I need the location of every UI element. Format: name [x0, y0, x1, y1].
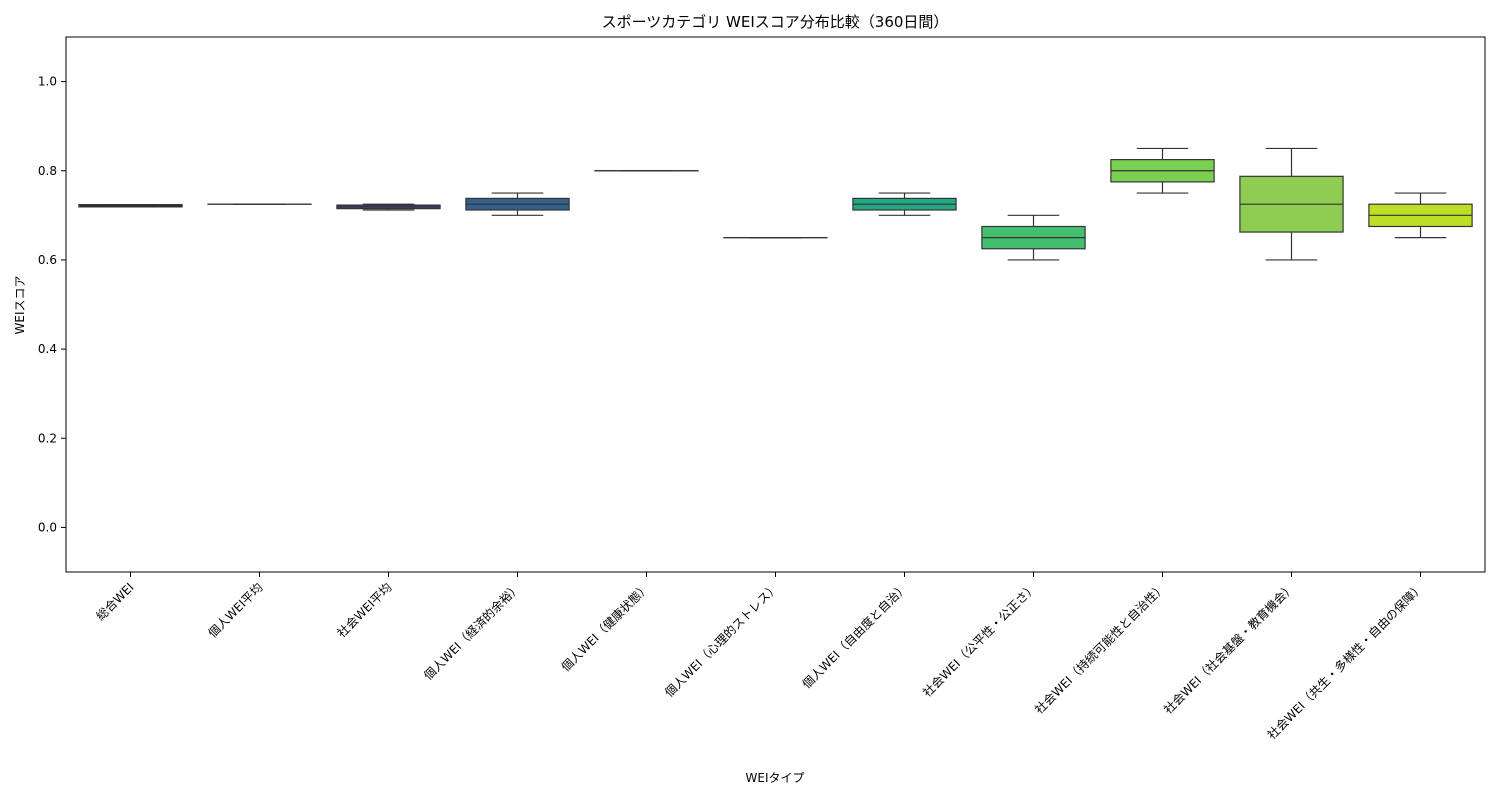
box-item — [1110, 147, 1215, 194]
box-series — [78, 147, 1473, 261]
y-tick-label: 0.0 — [38, 520, 57, 534]
box-item — [465, 192, 570, 216]
box-item — [336, 203, 441, 211]
x-tick-label: 社会WEI（社会基盤・教育機会） — [1160, 580, 1297, 717]
box-item — [78, 204, 183, 208]
x-tick-label: 個人WEI（健康状態） — [558, 580, 653, 675]
x-tick-label: 社会WEI（持続可能性と自治性） — [1031, 580, 1168, 717]
y-tick-label: 0.8 — [38, 164, 57, 178]
plot-area — [65, 36, 1486, 573]
y-tick-label: 0.4 — [38, 342, 57, 356]
x-axis: 総合WEI 個人WEI平均 社会WEI平均 個人WEI（経済的余裕） 個人WEI（健康状… — [93, 572, 1427, 742]
x-axis-label: WEIタイプ — [746, 771, 805, 785]
x-tick-label: 社会WEI平均 — [334, 580, 395, 641]
x-tick-label: 個人WEI（心理的ストレス） — [661, 580, 781, 700]
y-axis-label: WEIスコア — [13, 276, 27, 335]
box-item — [852, 192, 957, 216]
y-tick-label: 0.6 — [38, 253, 57, 267]
y-tick-label: 1.0 — [38, 75, 57, 89]
plot-frame — [65, 36, 1486, 573]
box-item — [1239, 147, 1344, 261]
x-tick-label: 個人WEI平均 — [206, 580, 266, 640]
box-item — [1368, 192, 1473, 239]
chart-title: スポーツカテゴリ WEIスコア分布比較（360日間） — [602, 13, 949, 31]
x-tick-label: 個人WEI（自由度と自治） — [799, 580, 911, 692]
y-tick-label: 0.2 — [38, 431, 57, 445]
x-tick-label: 社会WEI（共生・多様性・自由の保障） — [1264, 580, 1427, 743]
x-tick-label: 個人WEI（経済的余裕） — [420, 580, 523, 683]
x-tick-label: 総合WEI — [93, 580, 137, 624]
y-axis: 0.0 0.2 0.4 0.6 0.8 1.0 — [38, 75, 66, 534]
box-item — [981, 214, 1086, 261]
x-tick-label: 社会WEI（公平性・公正さ） — [919, 580, 1039, 700]
